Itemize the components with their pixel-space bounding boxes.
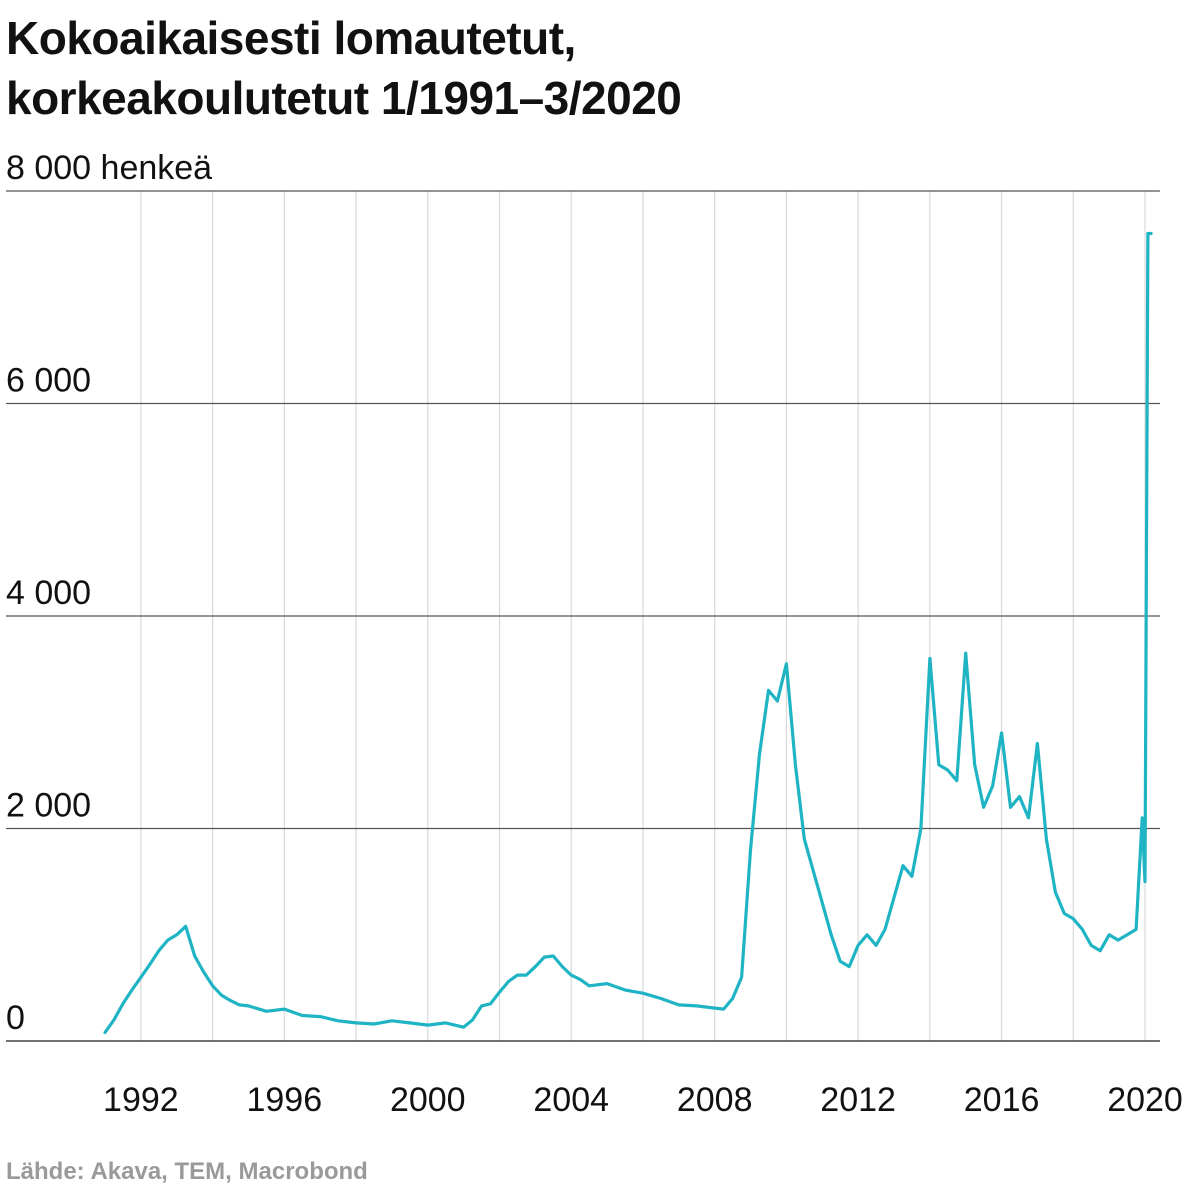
y-tick-label: 6 000 (6, 362, 91, 400)
horizontal-gridlines (6, 190, 1160, 1042)
y-tick-label: 2 000 (6, 787, 91, 825)
x-tick-label: 1996 (246, 1081, 322, 1119)
y-tick-label: 8 000 henkeä (6, 149, 212, 187)
series-line (103, 231, 1153, 1035)
source-note: Lähde: Akava, TEM, Macrobond (6, 1158, 368, 1185)
x-axis-labels: 1992 1996 2000 2004 2008 2012 2016 2020 (103, 1081, 1183, 1119)
y-tick-label: 4 000 (6, 574, 91, 612)
x-tick-label: 2016 (964, 1081, 1040, 1119)
title-line-1: Kokoaikaisesti lomautetut, (6, 12, 576, 64)
y-tick-label: 0 (6, 999, 25, 1037)
title-line-2: korkeakoulutetut 1/1991–3/2020 (6, 72, 682, 124)
x-tick-label: 2012 (820, 1081, 896, 1119)
x-tick-label: 2020 (1107, 1081, 1183, 1119)
x-tick-label: 2004 (533, 1081, 609, 1119)
x-tick-label: 1992 (103, 1081, 179, 1119)
series-layer (103, 231, 1153, 1035)
chart-title: Kokoaikaisesti lomautetut, korkeakoulute… (6, 8, 682, 128)
y-axis-labels: 0 2 000 4 000 6 000 8 000 henkeä (6, 149, 212, 1037)
x-tick-label: 2000 (390, 1081, 466, 1119)
x-tick-label: 2008 (677, 1081, 753, 1119)
